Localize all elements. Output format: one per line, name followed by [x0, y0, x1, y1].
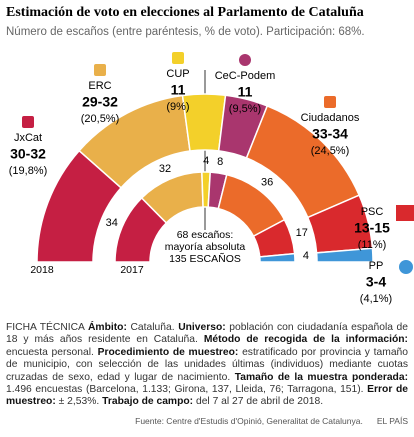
- vote-share: (19,8%): [9, 165, 48, 177]
- technical-sheet: FICHA TÉCNICA Ámbito: Cataluña. Universo…: [6, 322, 408, 409]
- majority-text: mayoría absoluta: [165, 241, 246, 253]
- seat-label-2017: 8: [217, 156, 223, 168]
- seat-range-2018: 30-32: [10, 146, 46, 162]
- item-text: Cataluña.: [130, 322, 175, 333]
- vote-share: (24,5%): [311, 145, 350, 157]
- party-name: ERC: [88, 80, 111, 92]
- party-logo: [396, 205, 414, 221]
- seat-range-2018: 3-4: [366, 274, 386, 290]
- vote-share: (9,5%): [229, 103, 261, 115]
- party-name: PSC: [361, 206, 384, 218]
- seat-arc-2018: [315, 247, 374, 263]
- item-label: Tamaño de la muestra ponderada:: [234, 371, 409, 383]
- item-label: Método de recogida de la información:: [203, 334, 408, 346]
- brand: EL PAÍS: [376, 416, 408, 426]
- seat-range-2018: 11: [171, 82, 186, 98]
- chart: Estimación de voto en elecciones al Parl…: [6, 5, 414, 305]
- seat-range-2018: 11: [238, 84, 253, 100]
- item-label: Procedimiento de muestreo:: [97, 346, 239, 358]
- heading: FICHA TÉCNICA: [6, 322, 85, 333]
- party-logo: [22, 116, 34, 128]
- party-logo: [239, 54, 251, 66]
- seat-range-2018: 33-34: [312, 126, 348, 142]
- vote-share: (11%): [358, 239, 387, 251]
- item-label: Error de muestreo:: [6, 384, 408, 408]
- item-text: 1.496 encuestas (Barcelona, 1.133; Giron…: [6, 384, 364, 396]
- party-name: PP: [369, 260, 384, 272]
- item-text: ± 2,53%.: [58, 396, 100, 408]
- seat-label-2017: 17: [296, 227, 308, 239]
- seat-label-2017: 36: [261, 176, 273, 188]
- seat-label-2017: 32: [159, 163, 171, 175]
- seat-label-2017: 4: [203, 155, 209, 167]
- vote-share: (20,5%): [81, 113, 120, 125]
- item-text: estratificado por provincia y tamaño de …: [6, 346, 409, 383]
- party-name: CeC-Podem: [215, 70, 276, 82]
- party-name: Ciudadanos: [301, 112, 360, 124]
- seat-range-2018: 13-15: [354, 220, 390, 236]
- seat-range-2018: 29-32: [82, 94, 118, 110]
- item-label: Trabajo de campo:: [102, 396, 194, 408]
- item-label: Universo:: [178, 322, 226, 333]
- source: Fuente: Centre d'Estudis d'Opinió, Gener…: [135, 416, 363, 426]
- majority-label: 68 escaños:: [177, 229, 234, 241]
- party-name: CUP: [166, 68, 189, 80]
- chart-title: Estimación de voto en elecciones al Parl…: [6, 5, 364, 20]
- item-text: del 7 al 27 de abril de 2018.: [195, 396, 324, 408]
- ring-label: 2018: [30, 264, 54, 276]
- seat-label-2017: 4: [303, 250, 309, 262]
- party-logo: [399, 260, 413, 274]
- item-text: encuesta personal.: [6, 346, 94, 358]
- total-label: 135 ESCAÑOS: [169, 252, 241, 265]
- vote-share: (9%): [166, 101, 189, 113]
- ring-label: 2017: [120, 264, 144, 276]
- seat-arc-2017: [258, 252, 296, 263]
- item-label: Ámbito:: [87, 322, 127, 333]
- party-logo: [172, 52, 184, 64]
- item-text: población con ciudadanía española de 18 …: [6, 322, 409, 346]
- footer: Fuente: Centre d'Estudis d'Opinió, Gener…: [0, 416, 408, 426]
- party-logo: [94, 64, 106, 76]
- chart-subtitle: Número de escaños (entre paréntesis, % d…: [6, 26, 365, 38]
- party-logo: [324, 96, 336, 108]
- seat-label-2017: 34: [106, 217, 118, 229]
- vote-share: (4,1%): [360, 293, 392, 305]
- party-name: JxCat: [14, 132, 42, 144]
